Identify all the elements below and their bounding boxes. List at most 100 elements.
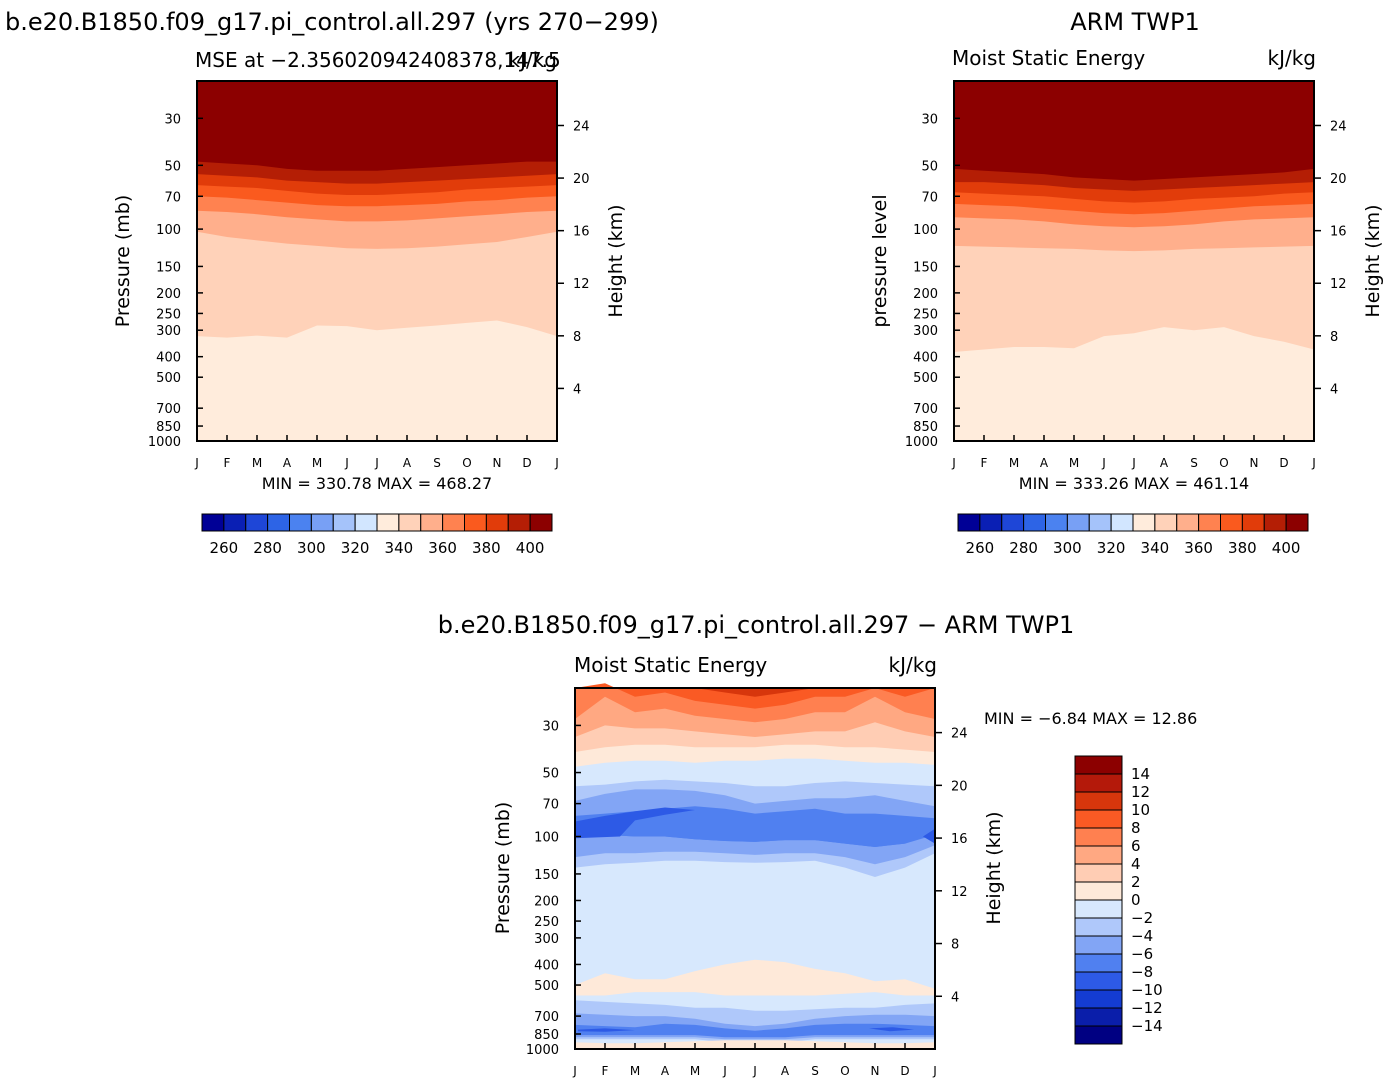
- month-tick-label: D: [900, 1064, 909, 1078]
- colorbar-swatch: [1074, 881, 1123, 901]
- pressure-tick-label: 30: [921, 112, 938, 127]
- colorbar-tick-label: 300: [1053, 539, 1082, 557]
- month-tick-label: N: [493, 456, 502, 470]
- month-tick-label: J: [932, 1064, 937, 1078]
- month-tick-label: M: [630, 1064, 640, 1078]
- panel-diff-unit-label: kJ/kg: [889, 653, 938, 677]
- colorbar-tick-label: 12: [1131, 783, 1150, 801]
- month-tick-label: A: [403, 456, 412, 470]
- panel-diff-title: b.e20.B1850.f09_g17.pi_control.all.297 −…: [438, 611, 1075, 639]
- pressure-tick-label: 70: [921, 190, 938, 205]
- colorbar-tick-label: 280: [253, 539, 282, 557]
- colorbar-swatch: [223, 513, 247, 532]
- colorbar-swatch: [1074, 935, 1123, 955]
- colorbar-swatch: [485, 513, 509, 532]
- colorbar-swatch: [1074, 1007, 1123, 1027]
- pressure-tick-label: 500: [156, 371, 181, 386]
- colorbar-tick-label: 360: [1184, 539, 1213, 557]
- panel-obs-ylabel: pressure level: [869, 194, 891, 327]
- diff-band-m8-m10-right: [923, 828, 935, 844]
- panel-model-ylabel-right: Height (km): [605, 204, 627, 317]
- diff-band-lower-m6: [575, 1023, 935, 1038]
- month-tick-label: J: [572, 1064, 577, 1078]
- month-tick-label: O: [1219, 456, 1228, 470]
- colorbar-swatch: [1132, 513, 1156, 532]
- colorbar-swatch: [1176, 513, 1200, 532]
- colorbar-swatch: [1074, 809, 1123, 829]
- month-tick-label: J: [722, 1064, 727, 1078]
- month-tick-label: A: [781, 1064, 790, 1078]
- month-tick-label: M: [252, 456, 262, 470]
- colorbar-swatch: [1001, 513, 1025, 532]
- pressure-tick-label: 300: [156, 324, 181, 339]
- diff-band-m8-m10: [575, 807, 695, 839]
- colorbar-tick-label: 300: [297, 539, 326, 557]
- height-tick-label: 12: [573, 277, 590, 292]
- colorbar-tick-label: 14: [1131, 765, 1150, 783]
- colorbar-swatch: [442, 513, 465, 532]
- colorbar-swatch: [1074, 791, 1123, 811]
- colorbar-tick-label: −4: [1131, 927, 1153, 945]
- month-tick-label: A: [1160, 456, 1169, 470]
- colorbar-tick-label: −10: [1131, 981, 1163, 999]
- colorbar-tick-label: 320: [1097, 539, 1126, 557]
- pressure-tick-label: 400: [913, 351, 938, 366]
- pressure-tick-label: 250: [913, 307, 938, 322]
- pressure-tick-label: 200: [156, 287, 181, 302]
- pressure-tick-label: 50: [542, 767, 559, 782]
- pressure-tick-label: 400: [156, 351, 181, 366]
- height-tick-label: 16: [1330, 225, 1347, 240]
- panel-obs-title: ARM TWP1: [1070, 8, 1200, 36]
- colorbar-tick-label: 4: [1131, 855, 1141, 873]
- pressure-tick-label: 850: [913, 420, 938, 435]
- panel-diff: b.e20.B1850.f09_g17.pi_control.all.297 −…: [438, 611, 1198, 1078]
- colorbar-swatch: [1074, 827, 1123, 847]
- panel-diff-ylabel-right: Height (km): [983, 811, 1005, 924]
- colorbar-swatch: [1220, 513, 1243, 532]
- colorbar-swatch: [1066, 513, 1090, 532]
- month-tick-label: D: [1279, 456, 1288, 470]
- colorbar-swatch: [332, 513, 356, 532]
- pressure-tick-label: 1000: [148, 435, 181, 450]
- colorbar-swatch: [1074, 917, 1123, 937]
- height-tick-label: 24: [1330, 119, 1347, 134]
- height-tick-label: 4: [951, 990, 959, 1005]
- month-tick-label: F: [224, 456, 231, 470]
- pressure-tick-label: 150: [156, 260, 181, 275]
- colorbar-swatch: [1088, 513, 1112, 532]
- month-tick-label: N: [871, 1064, 880, 1078]
- colorbar-swatch: [1074, 755, 1123, 775]
- height-tick-label: 4: [573, 382, 581, 397]
- month-tick-label: A: [283, 456, 292, 470]
- colorbar-tick-label: 10: [1131, 801, 1150, 819]
- colorbar-swatch: [1074, 773, 1123, 793]
- pressure-tick-label: 150: [913, 260, 938, 275]
- height-tick-label: 20: [573, 172, 590, 187]
- month-tick-label: M: [1009, 456, 1019, 470]
- month-tick-label: D: [522, 456, 531, 470]
- pressure-tick-label: 200: [913, 287, 938, 302]
- colorbar-tick-label: −14: [1131, 1017, 1163, 1035]
- pressure-tick-label: 200: [534, 894, 559, 909]
- month-tick-label: J: [554, 456, 559, 470]
- month-tick-label: S: [433, 456, 441, 470]
- panel-model-unit-label: kJ/kg: [509, 48, 558, 72]
- height-tick-label: 12: [951, 885, 968, 900]
- height-tick-label: 8: [573, 330, 581, 345]
- month-tick-label: J: [374, 456, 379, 470]
- month-tick-label: A: [661, 1064, 670, 1078]
- month-tick-label: M: [312, 456, 322, 470]
- height-tick-label: 16: [951, 832, 968, 847]
- pressure-tick-label: 30: [164, 112, 181, 127]
- colorbar-swatch: [354, 513, 378, 532]
- colorbar-swatch: [957, 513, 981, 532]
- month-tick-label: J: [194, 456, 199, 470]
- colorbar-swatch: [398, 513, 422, 532]
- panel-model-title: b.e20.B1850.f09_g17.pi_control.all.297 (…: [5, 8, 659, 36]
- colorbar-tick-label: −12: [1131, 999, 1163, 1017]
- diff-band-m6-m8b: [575, 812, 935, 847]
- colorbar-swatch: [1263, 513, 1287, 532]
- colorbar-swatch: [1285, 513, 1309, 532]
- pressure-tick-label: 700: [913, 402, 938, 417]
